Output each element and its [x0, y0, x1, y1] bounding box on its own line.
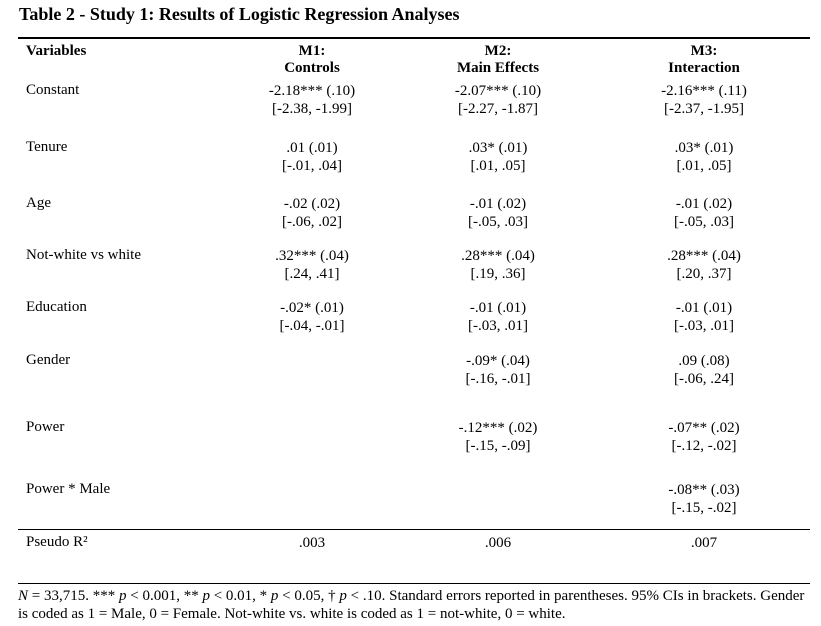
header-m1-desc: Controls [284, 60, 340, 76]
note-p: p [118, 588, 127, 604]
ci: [-2.38, -1.99] [272, 101, 352, 117]
ci: [-.12, -.02] [671, 438, 737, 454]
ci: [-2.37, -1.95] [664, 101, 744, 117]
row-label: Constant [26, 82, 80, 98]
estimate: -.01 (.01) [469, 300, 527, 316]
estimate: -.01 (.02) [469, 196, 527, 212]
cell-m2: .28*** (.04) [.19, .36] [408, 247, 588, 283]
ci: [-.05, .03] [674, 214, 734, 230]
ci: [-.03, .01] [468, 318, 528, 334]
cell-m3: -2.16*** (.11) [-2.37, -1.95] [614, 82, 794, 118]
ci: [-.05, .03] [468, 214, 528, 230]
ci: [-.04, -.01] [279, 318, 345, 334]
note-text: < 0.001, ** [126, 588, 203, 604]
header-m1: M1: Controls [222, 43, 402, 77]
cell-m3: -.01 (.01) [-.03, .01] [614, 299, 794, 335]
estimate: -2.07*** (.10) [454, 83, 542, 99]
cell-m2: -.09* (.04) [-.16, -.01] [408, 352, 588, 388]
estimate: -.07** (.02) [668, 420, 740, 436]
cell-m1: .01 (.01) [-.01, .04] [222, 139, 402, 175]
cell-m3: -.01 (.02) [-.05, .03] [614, 195, 794, 231]
cell-m1: -.02 (.02) [-.06, .02] [222, 195, 402, 231]
note-p: p [339, 588, 347, 604]
table-note: N = 33,715. *** p < 0.001, ** p < 0.01, … [18, 587, 808, 623]
header-m3-name: M3: [690, 43, 718, 59]
estimate: .01 (.01) [286, 140, 338, 156]
header-m3: M3: Interaction [614, 43, 794, 77]
estimate: .09 (.08) [678, 353, 730, 369]
header-m2-name: M2: [484, 43, 512, 59]
header-m2: M2: Main Effects [408, 43, 588, 77]
estimate: -.01 (.01) [675, 300, 733, 316]
row-label: Age [26, 195, 51, 211]
cell-m3: .28*** (.04) [.20, .37] [614, 247, 794, 283]
note-text: < 0.05, † [278, 588, 340, 604]
note-text: < .10. Standard errors reported in paren… [18, 588, 805, 622]
ci: [-.01, .04] [282, 158, 342, 174]
cell-m3: .03* (.01) [.01, .05] [614, 139, 794, 175]
ci: [-.03, .01] [674, 318, 734, 334]
bottom-rule [18, 583, 810, 584]
header-m1-name: M1: [298, 43, 326, 59]
ci: [.19, .36] [470, 266, 526, 282]
ci: [-.16, -.01] [465, 371, 531, 387]
row-label: Gender [26, 352, 71, 368]
header-variables: Variables [26, 43, 87, 59]
estimate: .28*** (.04) [461, 248, 535, 264]
cell-m1: -.02* (.01) [-.04, -.01] [222, 299, 402, 335]
note-text: < 0.01, * [209, 588, 271, 604]
estimate: -2.18*** (.10) [268, 83, 356, 99]
estimate: -.02* (.01) [280, 300, 344, 316]
header-m2-desc: Main Effects [456, 60, 540, 76]
ci: [-.15, -.02] [671, 500, 737, 516]
pseudo-r2-m3: .007 [690, 535, 718, 551]
row-label: Power * Male [26, 481, 111, 497]
ci: [.20, .37] [676, 266, 732, 282]
ci: [-.15, -.09] [465, 438, 531, 454]
cell-m2: .03* (.01) [.01, .05] [408, 139, 588, 175]
estimate: -.08** (.03) [668, 482, 740, 498]
ci: [.24, .41] [284, 266, 340, 282]
estimate: -.02 (.02) [283, 196, 341, 212]
ci: [-.06, .02] [282, 214, 342, 230]
ci: [.01, .05] [676, 158, 732, 174]
cell-m1: .32*** (.04) [.24, .41] [222, 247, 402, 283]
note-p: p [270, 588, 279, 604]
cell-m3: -.07** (.02) [-.12, -.02] [614, 419, 794, 455]
table-title: Table 2 - Study 1: Results of Logistic R… [19, 4, 460, 24]
estimate: -.01 (.02) [675, 196, 733, 212]
estimate: -.09* (.04) [466, 353, 530, 369]
estimate: -.12*** (.02) [458, 420, 538, 436]
cell-m1: -2.18*** (.10) [-2.38, -1.99] [222, 82, 402, 118]
note-n: N [18, 588, 29, 604]
cell-m2: -2.07*** (.10) [-2.27, -1.87] [408, 82, 588, 118]
ci: [-.06, .24] [674, 371, 734, 387]
row-label: Pseudo R² [26, 534, 88, 550]
row-label: Tenure [26, 139, 68, 155]
cell-m3: .09 (.08) [-.06, .24] [614, 352, 794, 388]
top-rule [18, 37, 810, 39]
header-m3-desc: Interaction [668, 60, 740, 76]
row-label: Not-white vs white [26, 247, 141, 263]
estimate: .28*** (.04) [667, 248, 741, 264]
ci: [-2.27, -1.87] [458, 101, 538, 117]
cell-m2: -.12*** (.02) [-.15, -.09] [408, 419, 588, 455]
ci: [.01, .05] [470, 158, 526, 174]
cell-m3: -.08** (.03) [-.15, -.02] [614, 481, 794, 517]
note-p: p [202, 588, 210, 604]
cell-m2: -.01 (.02) [-.05, .03] [408, 195, 588, 231]
row-label: Education [26, 299, 87, 315]
pseudo-r2-m1: .003 [298, 535, 326, 551]
row-label: Power [26, 419, 65, 435]
estimate: .03* (.01) [468, 140, 528, 156]
note-text: = 33,715. *** [28, 588, 119, 604]
estimate: .03* (.01) [674, 140, 734, 156]
estimate: -2.16*** (.11) [661, 83, 747, 99]
pseudo-r2-m2: .006 [484, 535, 512, 551]
estimate: .32*** (.04) [275, 248, 349, 264]
cell-m2: -.01 (.01) [-.03, .01] [408, 299, 588, 335]
middle-rule [18, 529, 810, 530]
